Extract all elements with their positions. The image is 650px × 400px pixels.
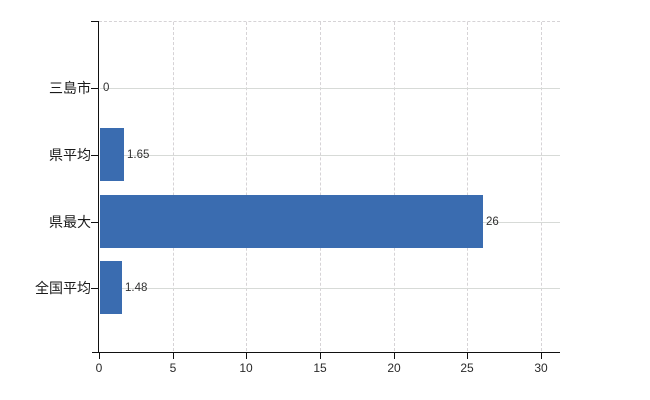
x-tick [541,353,542,359]
v-gridline [394,22,395,351]
v-gridline [467,22,468,351]
value-label: 0 [103,82,110,94]
x-tick-label: 20 [387,361,401,375]
bar [100,128,124,181]
x-tick [246,353,247,359]
category-label: 県最大 [49,214,91,230]
value-label: 26 [486,216,499,228]
category-label: 三島市 [49,80,91,96]
x-tick [320,353,321,359]
bar [100,261,122,314]
x-tick-label: 15 [313,361,327,375]
y-tick [91,88,98,89]
v-gridline [246,22,247,351]
v-gridline [173,22,174,351]
x-tick [394,353,395,359]
h-gridline [100,155,560,156]
value-label: 1.48 [125,282,148,294]
h-gridline [100,88,560,89]
plot-top-border [99,21,560,22]
x-tick [173,353,174,359]
v-gridline [320,22,321,351]
y-axis [98,21,99,352]
h-gridline [100,288,560,289]
y-tick [91,288,98,289]
v-gridline [541,22,542,351]
x-tick-label: 0 [95,361,103,375]
category-label: 県平均 [49,147,91,163]
y-axis-end-tick [91,21,98,22]
category-label: 全国平均 [35,280,91,296]
x-tick-label: 5 [169,361,177,375]
y-tick [91,155,98,156]
value-label: 1.65 [127,149,150,161]
x-tick [467,353,468,359]
x-tick-label: 10 [239,361,253,375]
y-tick [91,222,98,223]
x-tick-label: 30 [534,361,548,375]
x-tick-label: 25 [460,361,474,375]
x-tick [99,353,100,359]
x-axis [92,352,560,353]
bar [100,195,483,248]
